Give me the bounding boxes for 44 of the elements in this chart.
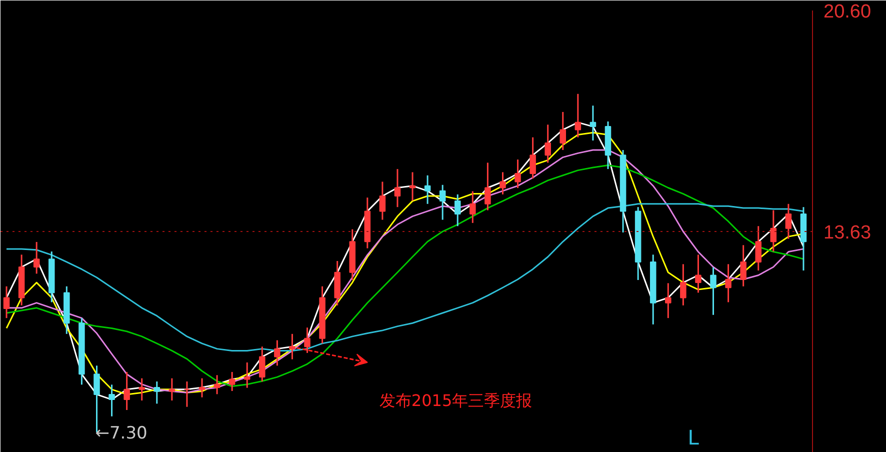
candlestick bbox=[108, 384, 115, 418]
candlestick bbox=[138, 378, 145, 402]
candlestick bbox=[755, 225, 762, 272]
annotation: ←7.30 bbox=[95, 423, 148, 444]
candlestick bbox=[424, 174, 431, 205]
annotation: L bbox=[688, 426, 700, 450]
candlestick bbox=[665, 282, 672, 319]
y-tick-label: 13.63 bbox=[824, 222, 872, 244]
candlestick bbox=[710, 266, 716, 316]
candlestick bbox=[124, 371, 130, 411]
candlestick bbox=[228, 371, 236, 392]
candlestick bbox=[394, 168, 401, 208]
candlestick bbox=[168, 378, 176, 402]
candlestick bbox=[454, 194, 461, 227]
candlestick bbox=[785, 203, 792, 240]
candlestick bbox=[590, 104, 596, 142]
candlestick bbox=[3, 286, 10, 319]
candlestick bbox=[379, 180, 386, 221]
candlestick bbox=[274, 340, 280, 366]
candlestick bbox=[544, 124, 551, 164]
candlestick bbox=[514, 158, 521, 189]
candlestick bbox=[560, 111, 566, 151]
candlestick bbox=[695, 254, 702, 294]
candlestick bbox=[214, 374, 220, 395]
candlestick bbox=[574, 93, 582, 138]
candlestick bbox=[244, 362, 250, 389]
candlestick bbox=[770, 210, 777, 252]
candlestick bbox=[484, 162, 491, 212]
candlestick bbox=[154, 380, 160, 404]
candlestick bbox=[33, 241, 40, 274]
candlestick bbox=[470, 190, 476, 224]
candlestick bbox=[530, 136, 536, 180]
candlestick bbox=[439, 184, 446, 221]
candlestick bbox=[259, 346, 266, 382]
candlestick bbox=[725, 263, 732, 303]
candlestick bbox=[184, 380, 190, 408]
y-tick-label: 20.60 bbox=[824, 2, 872, 22]
annotation: 发布2015年三季度报 bbox=[379, 391, 532, 410]
candlestick bbox=[289, 333, 296, 360]
candlestick bbox=[740, 244, 746, 288]
candlestick bbox=[500, 171, 506, 196]
candlestick bbox=[198, 378, 206, 398]
candlestick bbox=[680, 263, 686, 306]
candlestick bbox=[304, 326, 310, 354]
